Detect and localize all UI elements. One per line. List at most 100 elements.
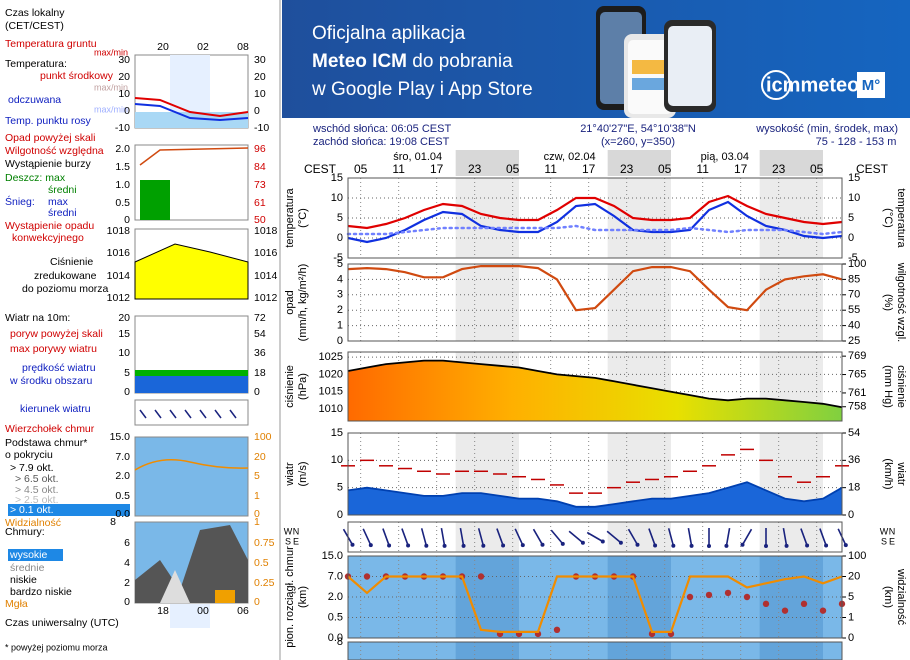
legend-tick: 1016 [254,247,278,259]
legend-text: Ciśnienie [50,256,93,268]
legend-text: Deszcz: max [5,172,66,184]
legend-text: Opad powyżej skali [5,132,95,144]
y-tick-label: 15.0 [322,550,343,562]
legend-tick: -10 [254,122,269,134]
legend-text: Śnieg: [5,195,35,208]
x-tick-label: 11 [544,162,557,176]
elevation: 75 - 128 - 153 m [816,136,897,148]
panel-frame [347,177,843,259]
legend-text: zredukowane [34,270,97,282]
y-tick-label: 2.0 [328,591,343,603]
y2-tick-label: 55 [848,304,860,316]
arrow-head [406,543,411,548]
wind-arrow [724,527,731,548]
arrow-head [805,543,810,548]
arrow-head [580,540,585,545]
grid-point: (x=260, y=350) [601,136,675,148]
y-tick-label-right: 0 [848,232,854,244]
y2-tick-label: 0 [848,509,854,521]
legend-tick: 0 [254,596,260,608]
arrow-shaft [362,528,372,546]
logo-ring [761,70,791,100]
legend-tick: 72 [254,312,266,324]
y2-tick-label: 54 [848,427,860,439]
legend-text: odczuwana [8,94,61,106]
arrow-head [824,543,829,548]
arrow-head [442,543,447,548]
compass-letter: E [889,536,895,546]
wind-arrow [362,528,373,548]
legend-text: Temperatura gruntu [5,38,97,50]
legend-tick: 7.0 [115,451,130,463]
legend-tick: 4 [124,557,130,569]
series-line [347,200,843,244]
legend-tick: 6 [124,537,130,549]
arrow-head [501,543,506,548]
legend-tick: 1016 [107,247,131,259]
y2-axis-label: (mm Hg) [882,365,894,408]
arrow-shaft [496,528,504,546]
night-band [455,642,519,660]
night-band [759,642,823,660]
legend-tick: 0.75 [254,537,275,549]
compass-letter: N [889,526,896,536]
y2-tick-label: 1 [848,611,854,623]
compass-letter: W [284,526,293,536]
legend-line [139,147,249,166]
x-tick-label: 17 [582,162,596,176]
arrow-head [600,539,605,544]
legend-tick: 84 [254,161,266,173]
x-tick-label: 11 [392,162,405,176]
x-tick-label: 05 [810,162,824,176]
legend-text: średnie [10,562,45,574]
arrow-shaft [532,528,544,546]
legend-tick: 0.5 [115,490,130,502]
arrow-head [843,543,848,548]
legend-text: punkt środkowy [40,70,114,82]
legend-text: max/min [94,82,128,92]
legend-tick: 20 [118,312,130,324]
y2-axis-label: temperatura [895,188,907,248]
legend-tick: 36 [254,347,266,359]
cloud-base-dot [686,593,694,601]
legend-tick: 1 [254,516,260,528]
cloud-base-dot [363,573,371,580]
wind-arrow [382,528,392,548]
day-label: śro, 01.04 [393,151,442,163]
y-axis-label: wiatr [284,462,296,487]
legend-text: > 2.5 okt. [15,494,59,506]
x-tick-label: 23 [772,162,786,176]
y-axis-label: ciśnienie [284,365,296,408]
y2-tick-label: 25 [848,335,860,347]
night-band [759,264,823,341]
cloud-base-dot [743,593,751,601]
legend-text: konwekcyjnego [12,232,84,244]
legend-text: > 7.9 okt. [10,462,54,474]
legend-hour: 20 [157,41,169,53]
legend-text: max [48,196,69,208]
legend-tick: 10 [254,88,266,100]
logo-box [857,72,885,98]
y2-tick-label: 18 [848,482,860,494]
legend-tick: 10 [118,88,130,100]
x-tick-label: 23 [620,162,634,176]
night-band [455,522,519,552]
arrow-shaft [648,528,656,546]
y2-axis-label: (km/h) [882,458,894,489]
legend-tick: 0.0 [115,508,130,520]
legend-tick: 0 [254,508,260,520]
y-axis-label: (mm/h, kg/m²/h) [297,264,309,342]
y-tick-label: 0 [337,232,343,244]
legend-tick: 0 [254,105,260,117]
arrow-head [707,544,711,548]
y-tick-label: 3 [337,289,343,301]
banner[interactable]: Oficjalna aplikacja Meteo ICM do pobrani… [282,0,910,118]
legend-rain [140,180,170,220]
arrow-head [635,542,640,547]
night-band [759,178,823,258]
legend-text: max porywy wiatru [10,343,97,355]
y2-axis-label: widzialność [895,568,907,626]
legend-text: > 0.1 okt. [10,504,54,516]
night-band [607,264,671,341]
legend-tick: 1012 [254,292,278,304]
